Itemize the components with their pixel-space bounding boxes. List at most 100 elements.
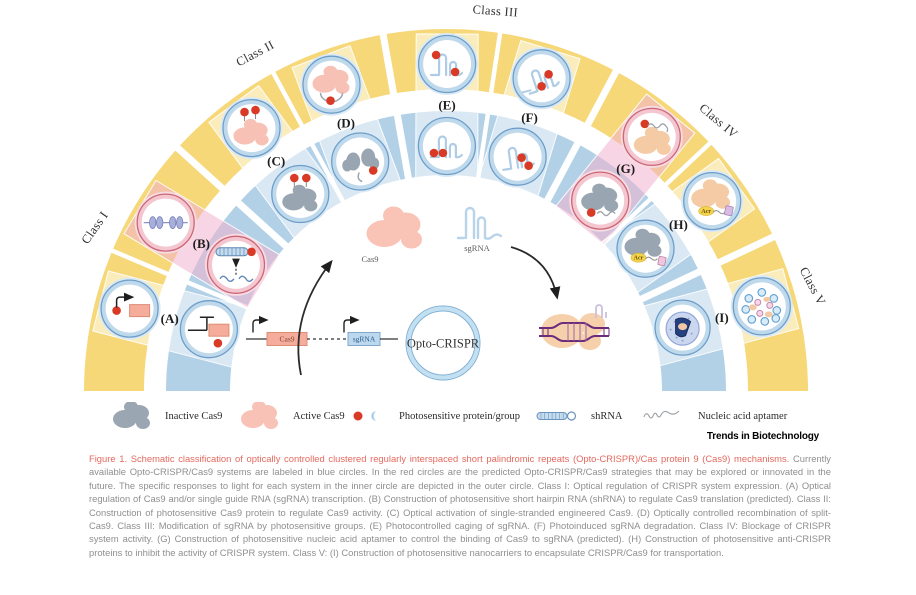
panel-h-inner-circle: Acr	[614, 217, 677, 280]
photosensitive-dot-icon	[326, 96, 335, 105]
photosensitive-dot-icon	[290, 173, 299, 183]
acr-tag-label: Acr	[634, 256, 644, 262]
blocker-box	[657, 255, 667, 267]
photosensitive-dot-icon	[586, 208, 596, 217]
released-cargo-icons	[741, 288, 782, 326]
rna-fragment	[219, 275, 235, 282]
legend-label: Photosensitive protein/group	[399, 410, 521, 422]
legend-item-aptamer: Nucleic acid aptamer	[643, 402, 787, 430]
sgrna-gene-label: sgRNA	[353, 335, 376, 344]
photosensitive-dot-icon	[450, 67, 460, 77]
pair-f: (F)	[486, 47, 573, 188]
pair-h: Acr (H) Acr	[614, 170, 744, 280]
dna-bubble-rungs	[567, 323, 587, 341]
panel-e-outer-circle	[416, 33, 479, 95]
dna-strand-bottom	[539, 335, 609, 342]
acr-tag-label: Acr	[701, 209, 711, 215]
panel-c-inner-circle	[269, 163, 332, 225]
panel-a-letter: (A)	[161, 311, 179, 326]
caption-title: Figure 1. Schematic classification of op…	[89, 453, 790, 464]
photosensitive-dot-icon	[524, 161, 533, 170]
nanocarrier-speckles	[669, 317, 693, 342]
opto-crispr-hub: Opto-CRISPR	[405, 305, 481, 381]
aptamer-icon	[643, 410, 680, 419]
repressor-icon	[187, 316, 214, 331]
caption-body: Currently available Opto-CRISPR/Cas9 sys…	[89, 453, 831, 558]
panel-h-letter: (H)	[669, 217, 688, 232]
photosensitive-dot-icon	[429, 148, 439, 158]
legend-label: Inactive Cas9	[165, 410, 223, 422]
rna-fragment	[521, 89, 532, 94]
linker-wave	[712, 210, 726, 215]
panel-d-inner-circle	[329, 130, 392, 193]
pair-e: (E)	[415, 33, 479, 177]
dna-strand-top	[539, 322, 609, 329]
panel-b-inner-circle	[205, 233, 267, 296]
panel-i-letter: (I)	[715, 310, 729, 325]
expression-cassette: Cas9 sgRNA	[246, 315, 398, 346]
legend-label: Active Cas9	[293, 410, 345, 422]
photosensitive-dot-icon	[640, 119, 650, 129]
panel-i-outer-circle	[730, 275, 793, 338]
photosensitive-dot-icon	[431, 50, 441, 60]
photosensitive-icon	[353, 411, 376, 421]
rna-fragment	[238, 275, 254, 282]
panel-d-outer-circle	[300, 53, 363, 116]
center-illustration: Cas9 sgRNA Cas9 sgRNA	[246, 206, 610, 381]
photosensitive-dot-icon	[251, 105, 260, 115]
encapsulated-cas9	[678, 323, 688, 331]
legend-label: shRNA	[591, 410, 623, 422]
photosensitive-dot-icon	[537, 82, 546, 91]
legend-label: Nucleic acid aptamer	[698, 410, 788, 422]
expression-arrow	[297, 259, 333, 376]
promoter-arrow-icon	[252, 315, 269, 333]
panel-b-letter: (B)	[193, 236, 210, 251]
panel-c-letter: (C)	[267, 154, 285, 169]
photosensitive-dot-icon	[213, 338, 223, 348]
active-cas9-icon	[241, 402, 278, 429]
panel-h-outer-circle: Acr	[681, 170, 744, 233]
panel-i-inner-circle	[652, 297, 713, 358]
class-i-label: Class I	[79, 209, 111, 247]
photosensitive-dot-icon	[302, 173, 311, 183]
sgrna-structure	[456, 206, 503, 240]
pair-d: (D)	[300, 53, 392, 193]
photosensitive-dot-icon	[112, 306, 121, 315]
pair-b: (B)	[134, 191, 267, 296]
panel-b-outer-circle	[134, 191, 197, 254]
promoter-arrow-icon	[115, 292, 135, 308]
photosensitive-dot-icon	[544, 70, 553, 79]
legend-item-inactive-cas9: Inactive Cas9	[112, 402, 222, 430]
linker-hook	[357, 172, 363, 183]
panel-g-outer-circle	[620, 105, 683, 168]
class-iii-label: Class III	[472, 2, 518, 19]
opto-crispr-label: Opto-CRISPR	[407, 337, 480, 351]
promoter-arrow-icon	[343, 315, 360, 333]
gene-box	[129, 304, 151, 318]
panel-e-inner-circle	[415, 115, 478, 177]
legend-item-shrna: shRNA	[536, 402, 623, 430]
linker-wave	[645, 256, 658, 261]
class-v-label: Class V	[797, 265, 829, 308]
legend-item-active-cas9: Active Cas9	[240, 402, 345, 430]
photosensitive-dot-icon	[240, 107, 249, 117]
photosensitive-dot-icon	[438, 148, 448, 158]
figure-caption: Figure 1. Schematic classification of op…	[89, 452, 831, 559]
blocker-box	[724, 205, 734, 217]
panel-f-letter: (F)	[521, 110, 538, 125]
panel-e-letter: (E)	[438, 98, 455, 113]
cas9-protein-blob	[366, 206, 422, 249]
pair-g: (G)	[569, 105, 683, 232]
photosensitive-dot-icon	[247, 247, 256, 257]
inactive-cas9-icon	[113, 402, 150, 429]
aptamer-wave-icon	[596, 211, 616, 217]
cas9-protein-label: Cas9	[362, 254, 379, 264]
panel-f-outer-circle	[510, 47, 573, 110]
pair-c: (C)	[220, 97, 332, 225]
class-iv-label: Class IV	[697, 101, 741, 141]
shrna-icon	[536, 411, 577, 421]
photosensitive-dot-icon	[368, 166, 378, 175]
target-complex	[539, 304, 610, 350]
opto-crispr-diagram: Class I Class II Class III Class IV Clas…	[79, 2, 829, 391]
